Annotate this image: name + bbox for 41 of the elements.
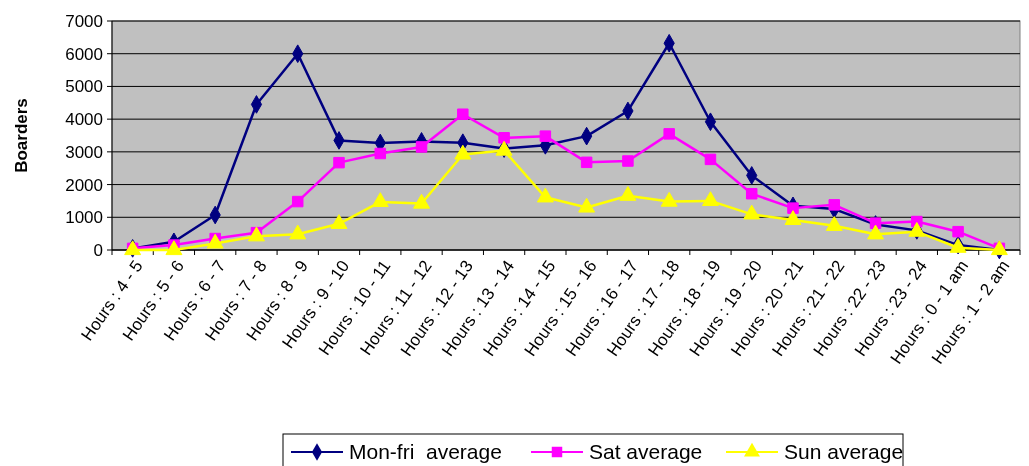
point [622,155,634,167]
point [289,224,307,240]
y-tick-label: 5000 [65,77,103,97]
point [867,224,885,240]
y-tick-label: 7000 [65,11,103,31]
point [701,191,719,207]
point [663,128,675,140]
point [580,156,593,169]
point [413,193,431,209]
point [498,132,510,144]
y-tick-label: 3000 [65,142,103,162]
point [825,216,843,231]
point [371,192,389,208]
point [578,197,596,213]
point [206,233,224,249]
point [374,147,387,160]
point [539,130,552,142]
point [165,240,183,256]
point [952,225,964,238]
point [330,214,348,229]
y-tick-label: 4000 [65,110,103,130]
point [291,195,304,208]
point [457,108,469,120]
y-tick-label: 0 [93,240,103,260]
y-tick-label: 2000 [65,175,103,195]
legend-label: Sat average [589,440,703,464]
point [619,185,637,201]
y-axis-title: Boarders [12,98,31,173]
legend-label: Sun average [784,440,904,464]
point [660,191,678,207]
point [333,156,345,169]
y-tick-label: 6000 [65,44,103,64]
point [415,141,428,153]
legend-label: Mon-fri average [349,440,502,464]
y-tick-label: 1000 [65,208,103,228]
point [828,199,841,211]
point [784,210,802,225]
point [704,153,717,166]
point [745,187,758,200]
point [536,187,554,203]
point [743,204,761,220]
